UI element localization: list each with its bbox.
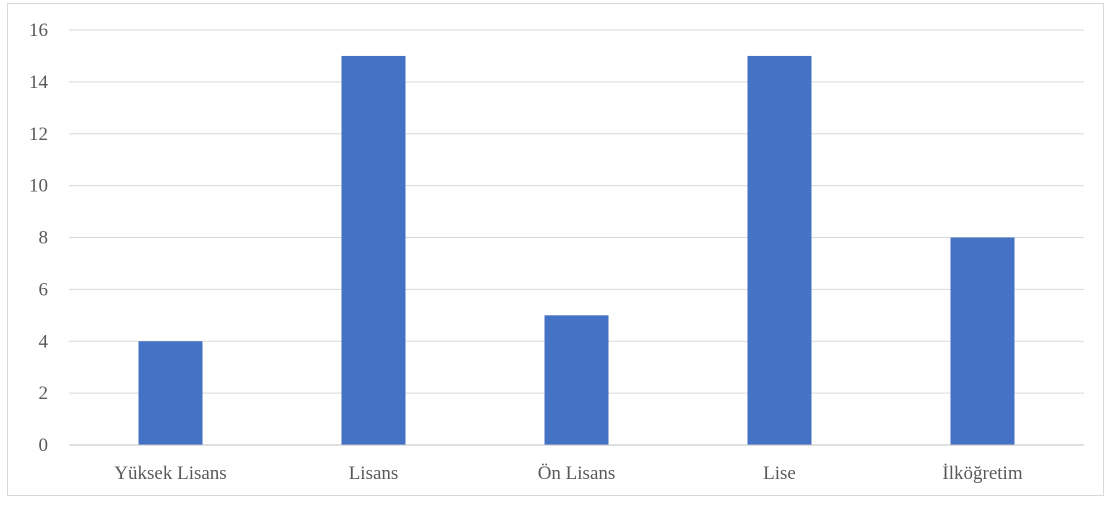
- bar: [950, 237, 1015, 445]
- y-tick-label: 0: [39, 435, 49, 456]
- x-tick-label: İlköğretim: [942, 463, 1022, 484]
- y-tick-label: 16: [29, 20, 48, 41]
- x-tick-label: Lisans: [349, 463, 399, 484]
- y-tick-label: 6: [39, 279, 49, 300]
- y-tick-label: 14: [29, 72, 49, 93]
- bars: [138, 55, 1015, 445]
- x-tick-labels: Yüksek Lisans Lisans Ön Lisans Lise İlköğret…: [114, 463, 1023, 484]
- y-tick-label: 4: [39, 331, 49, 352]
- gridlines: [69, 29, 1084, 394]
- y-tick-label: 2: [39, 383, 49, 404]
- y-tick-label: 8: [39, 228, 49, 249]
- bar-chart: 0 2 4 6 8 10 12 14 16 Yüksek Lisans Lisans Ön Lisa…: [29, 20, 1084, 484]
- x-tick-label: Lise: [763, 463, 796, 484]
- y-tick-label: 12: [29, 124, 48, 145]
- x-tick-label: Yüksek Lisans: [114, 463, 226, 484]
- bar: [341, 55, 406, 445]
- chart-frame: 0 2 4 6 8 10 12 14 16 Yüksek Lisans Lisans Ön Lisa…: [7, 3, 1104, 496]
- bar: [747, 55, 812, 445]
- bar: [138, 341, 203, 445]
- y-tick-label: 10: [29, 176, 48, 197]
- y-tick-labels: 0 2 4 6 8 10 12 14 16: [29, 20, 49, 456]
- bar: [544, 315, 609, 445]
- x-tick-label: Ön Lisans: [538, 463, 616, 484]
